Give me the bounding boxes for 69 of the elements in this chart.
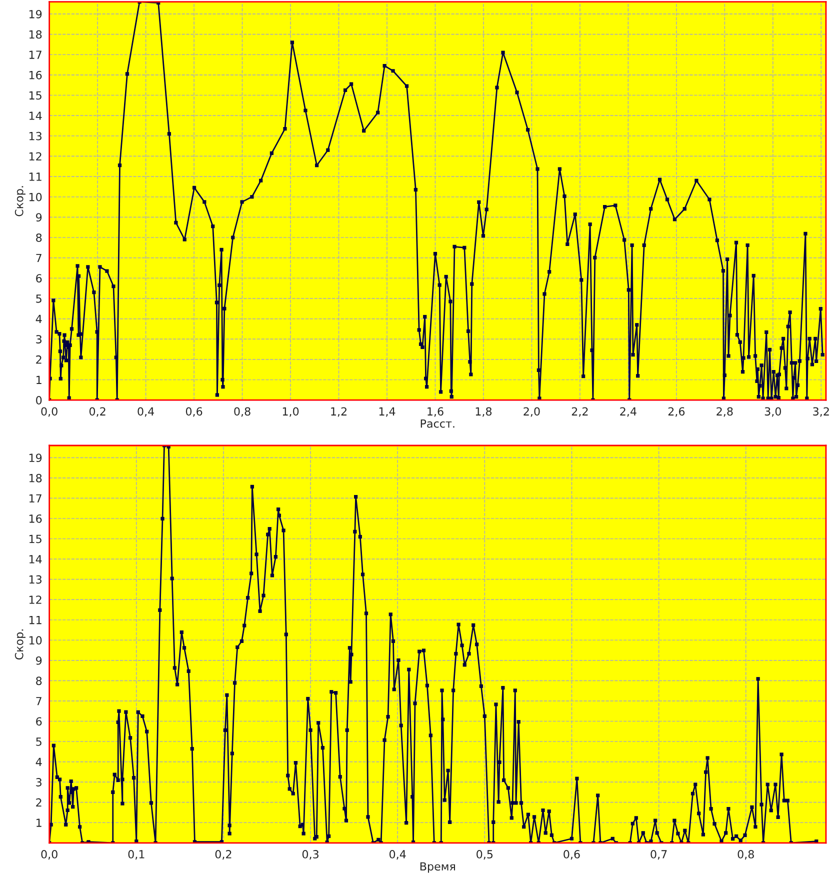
x-tick-label: 3,2 (813, 407, 829, 417)
x-tick-label: 0,6 (186, 407, 202, 417)
y-tick-label: 2 (36, 355, 42, 364)
x-tick-label: 0,8 (234, 407, 250, 417)
y-tick-label: 11 (29, 616, 42, 624)
y-tick-label: 12 (29, 596, 42, 604)
y-tick-label: 1 (36, 376, 42, 384)
x-tick-label: 2,6 (668, 407, 685, 417)
y-tick-label: 10 (29, 636, 42, 645)
x-tick-label: 1,4 (379, 407, 396, 417)
y-tick-label: 17 (29, 494, 42, 502)
y-tick-label: 10 (29, 192, 42, 202)
x-tick-label: 2,2 (572, 407, 588, 417)
x-tick-label: 1,6 (428, 407, 444, 417)
y-tick-label: 5 (36, 738, 42, 746)
y-tick-label: 6 (36, 717, 42, 726)
x-axis-title: Расст. (420, 419, 454, 428)
x-tick-label: 0,7 (650, 850, 667, 860)
x-tick-label: 0,1 (128, 850, 144, 860)
x-tick-label: 0,4 (389, 850, 406, 860)
y-tick-label: 4 (36, 758, 42, 766)
y-tick-label: 11 (29, 172, 42, 181)
y-tick-label: 19 (29, 454, 42, 462)
x-tick-label: 0,3 (302, 850, 318, 860)
y-tick-label: 16 (29, 514, 42, 523)
y-tick-label: 14 (29, 112, 42, 120)
x-tick-label: 0,4 (138, 407, 154, 417)
x-tick-label: 0,8 (738, 850, 754, 860)
x-tick-label: 0,5 (476, 850, 493, 860)
y-tick-label: 0 (36, 396, 42, 404)
y-tick-label: 15 (29, 534, 42, 544)
y-tick-label: 12 (29, 152, 42, 160)
y-tick-label: 5 (36, 294, 42, 303)
y-tick-label: 6 (36, 274, 42, 283)
x-tick-label: 0,2 (89, 407, 106, 417)
x-tick-label: 1,0 (282, 407, 299, 417)
y-tick-label: 1 (36, 818, 42, 827)
x-tick-label: 0,0 (41, 407, 58, 417)
y-tick-label: 9 (36, 656, 42, 665)
x-axis-title: Время (420, 862, 455, 873)
y-tick-label: 4 (36, 314, 42, 323)
x-tick-label: 1,8 (476, 407, 492, 417)
y-tick-label: 7 (36, 697, 42, 706)
x-tick-label: 0,6 (564, 850, 580, 860)
x-tick-label: 1,2 (331, 407, 346, 417)
x-tick-label: 2,8 (716, 407, 733, 417)
y-tick-label: 8 (36, 676, 42, 686)
y-tick-label: 13 (29, 132, 42, 140)
y-tick-label: 18 (29, 30, 42, 39)
y-tick-label: 3 (36, 778, 42, 786)
x-tick-label: 0,2 (215, 850, 232, 860)
x-tick-label: 2,4 (620, 407, 636, 417)
x-tick-label: 3,0 (764, 407, 782, 417)
y-axis-title: Скор. (14, 629, 26, 660)
y-tick-label: 8 (36, 233, 42, 242)
y-tick-label: 14 (29, 555, 42, 564)
y-tick-label: 13 (29, 575, 42, 584)
y-axis-title: Скор. (14, 186, 26, 216)
x-tick-label: 0,0 (41, 850, 58, 860)
y-tick-label: 3 (36, 335, 42, 344)
x-tick-label: 2,0 (524, 407, 540, 417)
y-tick-label: 16 (29, 70, 42, 80)
y-tick-label: 7 (36, 254, 42, 262)
y-tick-label: 18 (29, 474, 42, 482)
y-tick-label: 9 (36, 213, 42, 222)
y-tick-label: 2 (36, 798, 42, 807)
y-tick-label: 17 (29, 50, 42, 59)
y-tick-label: 15 (29, 91, 42, 100)
y-tick-label: 19 (29, 10, 42, 18)
